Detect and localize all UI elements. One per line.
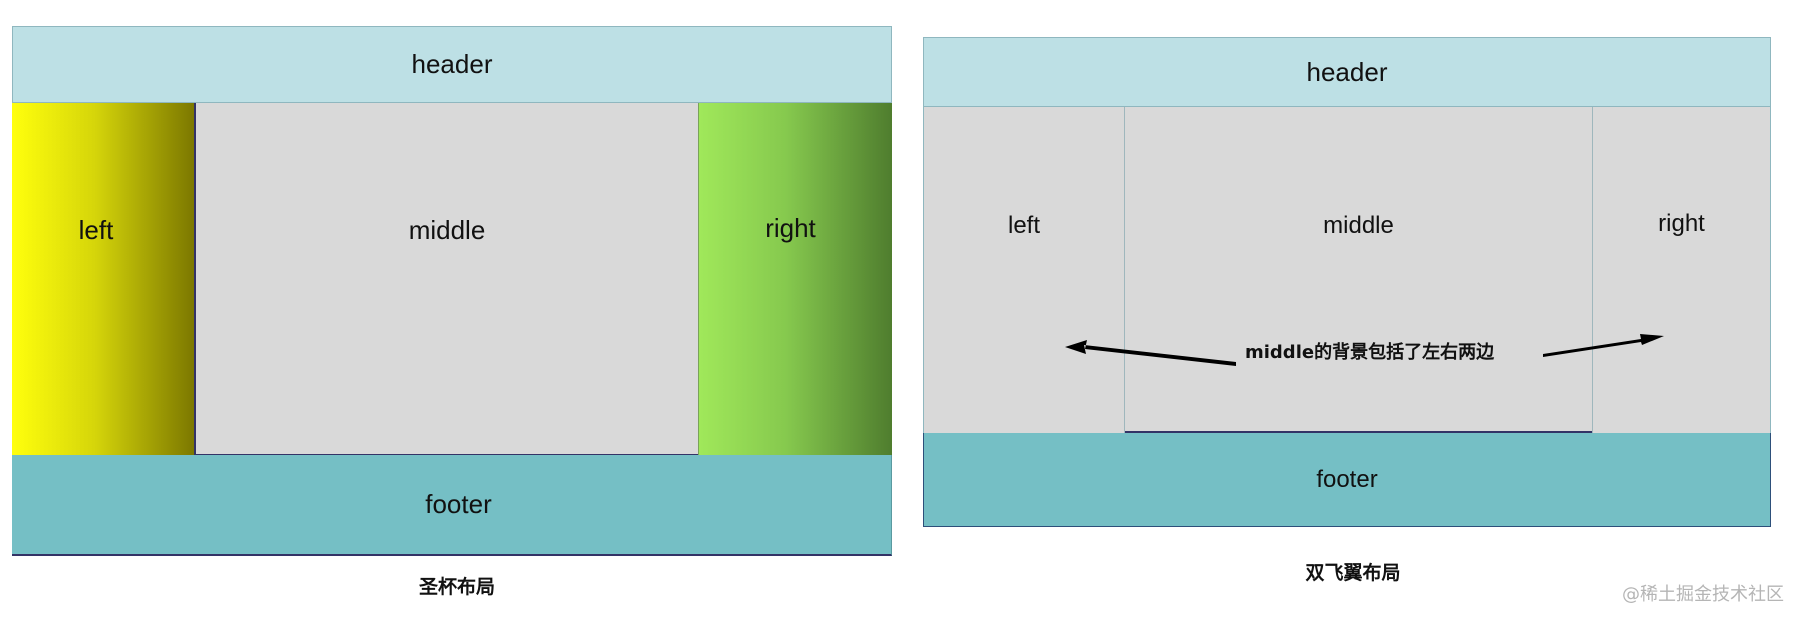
watermark: @稀土掘金技术社区 — [1622, 584, 1784, 605]
holy-grail-left-label: left — [78, 215, 114, 245]
double-wing-middle-label: middle — [1323, 212, 1394, 239]
double-wing-footer: footer — [923, 433, 1771, 527]
arrow-right-icon — [1543, 334, 1664, 357]
double-wing-middle: middle — [1125, 107, 1592, 433]
double-wing-footer-label: footer — [1316, 465, 1378, 493]
holy-grail-footer-label: footer — [425, 489, 492, 519]
holy-grail-right: right — [698, 103, 892, 455]
double-wing-header: header — [923, 37, 1771, 107]
double-wing-left-label: left — [1007, 212, 1040, 239]
holy-grail-right-label: right — [765, 213, 816, 243]
holy-grail-left: left — [12, 103, 196, 455]
holy-grail-middle-label: middle — [408, 215, 486, 245]
holy-grail-footer: footer — [12, 455, 892, 556]
double-wing-caption: 双飞翼布局 — [1305, 562, 1401, 584]
holy-grail-header: header — [12, 26, 892, 103]
double-wing-annotation: middle的背景包括了左右两边 — [1245, 342, 1495, 363]
double-wing-right: right — [1592, 107, 1771, 433]
holy-grail-header-label: header — [411, 49, 493, 79]
double-wing-header-label: header — [1306, 56, 1388, 87]
holy-grail-middle: middle — [196, 103, 698, 455]
double-wing-left: left — [923, 107, 1125, 433]
holy-grail-caption: 圣杯布局 — [418, 576, 495, 598]
double-wing-right-label: right — [1658, 210, 1705, 237]
arrow-left-icon — [1065, 340, 1236, 366]
